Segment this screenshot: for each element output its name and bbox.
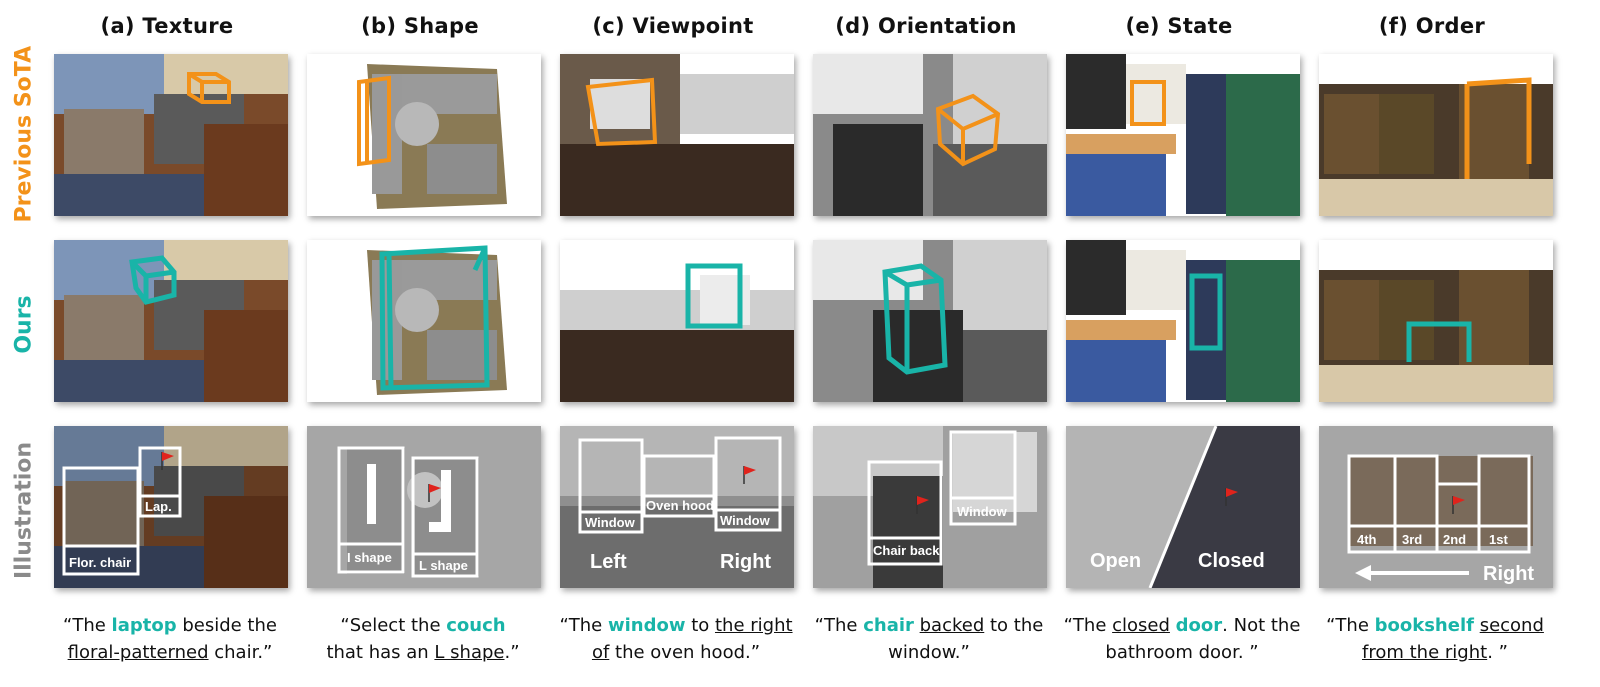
label-1st: 1st [1489,532,1508,547]
label-floral-chair: Flor. chair [69,555,131,570]
row-label-illustration: Illustration [11,441,37,580]
panel-prev-state [1066,54,1300,216]
arrow-left-icon [1355,565,1469,581]
column-title-texture: (a) Texture [100,14,234,38]
label-l-shape: L shape [419,558,468,573]
caption-texture: “The laptop beside the floral-patterned … [63,615,277,663]
flag-icon [1452,496,1465,514]
label-closed: Closed [1198,550,1265,572]
flag-icon [428,484,441,502]
row-label-ours: Ours [11,295,37,354]
panel-illustration-texture: Flor. chair Lap. [54,426,288,588]
column-title-orientation: (d) Orientation [835,14,1017,38]
panel-ours-viewpoint [560,240,794,402]
flag-icon [743,466,756,484]
row-label-previous-sota: Previous SoTA [11,45,37,223]
caption-orientation: “The chair backed to the window.” [814,615,1044,663]
panel-illustration-viewpoint: Window Oven hood Window Left Right [560,426,794,588]
flag-icon [916,496,929,514]
label-3rd: 3rd [1402,532,1422,547]
flag-icon [1225,488,1238,506]
label-right: Right [720,551,771,573]
panel-illustration-order: 4th 3rd 2nd 1st Right [1319,426,1553,588]
label-4th: 4th [1357,532,1377,547]
panel-prev-orientation [813,54,1047,216]
panel-illustration-state: Open Closed [1066,426,1300,588]
flag-icon [161,452,174,470]
column-title-state: (e) State [1125,14,1233,38]
label-window-right: Window [720,513,771,528]
panel-prev-order [1319,54,1553,216]
label-open: Open [1090,550,1141,572]
column-title-shape: (b) Shape [361,14,479,38]
label-left: Left [590,551,627,573]
column-title-order: (f) Order [1378,14,1486,38]
label-window: Window [957,504,1008,519]
caption-state: “The closed door. Not the bathroom door.… [1063,615,1301,663]
panel-illustration-shape: I shape L shape [307,426,541,588]
label-chair-back: Chair back [873,543,940,558]
column-title-viewpoint: (c) Viewpoint [592,14,754,38]
panel-prev-viewpoint [560,54,794,216]
panel-ours-order [1319,240,1553,402]
caption-order: “The bookshelf second from the right. ” [1326,615,1544,663]
panel-ours-state [1066,240,1300,402]
panel-illustration-orientation: Chair back Window [813,426,1047,588]
caption-shape: “Select the couch that has an L shape.” [326,615,520,663]
label-oven-hood: Oven hood [646,498,714,513]
label-i-shape: I shape [347,550,392,565]
label-laptop: Lap. [145,499,172,514]
label-right: Right [1483,563,1534,585]
panel-ours-texture [54,240,288,402]
label-2nd: 2nd [1443,532,1466,547]
panel-ours-shape [307,240,541,402]
panel-ours-orientation [813,240,1047,402]
label-window-left: Window [585,515,636,530]
panel-prev-texture [54,54,288,216]
panel-prev-shape [307,54,541,216]
caption-viewpoint: “The window to the right of the oven hoo… [559,615,793,663]
